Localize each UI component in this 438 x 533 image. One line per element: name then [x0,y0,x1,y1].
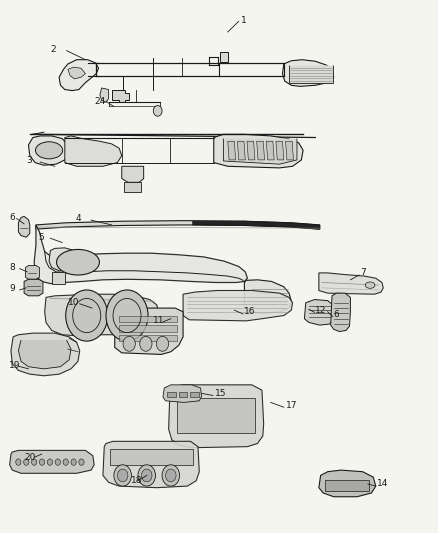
Text: 1: 1 [241,16,247,25]
Polygon shape [286,141,293,160]
Polygon shape [257,141,265,160]
Polygon shape [283,60,334,86]
Circle shape [47,459,53,465]
Circle shape [123,336,135,351]
Polygon shape [18,340,71,369]
Text: 11: 11 [153,317,165,325]
Bar [124,182,141,192]
Text: 6: 6 [10,213,15,222]
Polygon shape [266,141,274,160]
Circle shape [141,469,152,482]
Text: 3: 3 [26,157,32,165]
Bar [167,392,176,397]
Polygon shape [11,333,80,376]
Circle shape [39,459,45,465]
Bar [119,316,177,322]
Polygon shape [25,265,39,279]
Circle shape [106,290,148,341]
Polygon shape [289,65,333,83]
Circle shape [66,290,108,341]
Polygon shape [228,141,236,160]
Bar [179,392,187,397]
Polygon shape [28,136,69,165]
Polygon shape [244,280,291,313]
Circle shape [138,465,155,486]
Circle shape [140,336,152,351]
Ellipse shape [35,142,63,159]
Text: 19: 19 [9,361,20,369]
Polygon shape [68,67,85,79]
Polygon shape [65,136,122,166]
Polygon shape [45,294,159,336]
Text: 4: 4 [75,214,81,223]
Bar [220,52,228,62]
Text: 5: 5 [39,233,44,241]
Text: 15: 15 [215,389,226,398]
Polygon shape [24,279,43,296]
Polygon shape [100,88,109,102]
Polygon shape [163,385,201,402]
Text: 24: 24 [94,97,106,106]
Polygon shape [247,141,255,160]
Polygon shape [193,221,320,229]
Ellipse shape [57,249,99,275]
Polygon shape [122,166,144,182]
Polygon shape [319,470,376,497]
Polygon shape [59,60,99,91]
Polygon shape [319,273,383,294]
Text: 8: 8 [10,263,15,272]
Text: 2: 2 [50,45,56,53]
Bar [52,272,65,284]
Polygon shape [214,134,303,168]
Circle shape [117,469,128,482]
Polygon shape [36,221,320,229]
Bar [119,335,177,341]
Circle shape [156,336,169,351]
Circle shape [166,469,176,482]
Polygon shape [169,385,264,448]
Polygon shape [34,225,247,284]
Circle shape [79,459,84,465]
Circle shape [24,459,29,465]
Polygon shape [331,293,350,332]
Polygon shape [304,300,334,325]
Circle shape [63,459,68,465]
Bar [325,480,369,491]
Text: 16: 16 [244,308,256,316]
Bar [190,392,199,397]
Text: 14: 14 [377,480,388,488]
Bar [110,449,193,465]
Text: 6: 6 [334,310,339,319]
Circle shape [153,106,162,116]
Circle shape [162,465,180,486]
Polygon shape [223,139,297,164]
Polygon shape [115,308,183,354]
Circle shape [71,459,76,465]
Polygon shape [183,290,293,321]
Text: 9: 9 [10,285,15,293]
Circle shape [16,459,21,465]
Text: 18: 18 [131,477,143,485]
Polygon shape [103,441,199,488]
Text: 7: 7 [360,269,366,277]
Bar [177,398,255,433]
Text: 12: 12 [315,306,327,314]
Bar [119,325,177,332]
Polygon shape [18,216,30,237]
Ellipse shape [365,282,375,288]
Text: 17: 17 [286,401,297,409]
Circle shape [55,459,60,465]
Polygon shape [237,141,245,160]
Polygon shape [112,90,129,102]
Polygon shape [276,141,284,160]
Text: 10: 10 [68,298,79,307]
Polygon shape [49,248,78,271]
Circle shape [32,459,37,465]
Text: 20: 20 [24,453,35,462]
Polygon shape [10,450,94,473]
Circle shape [114,465,131,486]
